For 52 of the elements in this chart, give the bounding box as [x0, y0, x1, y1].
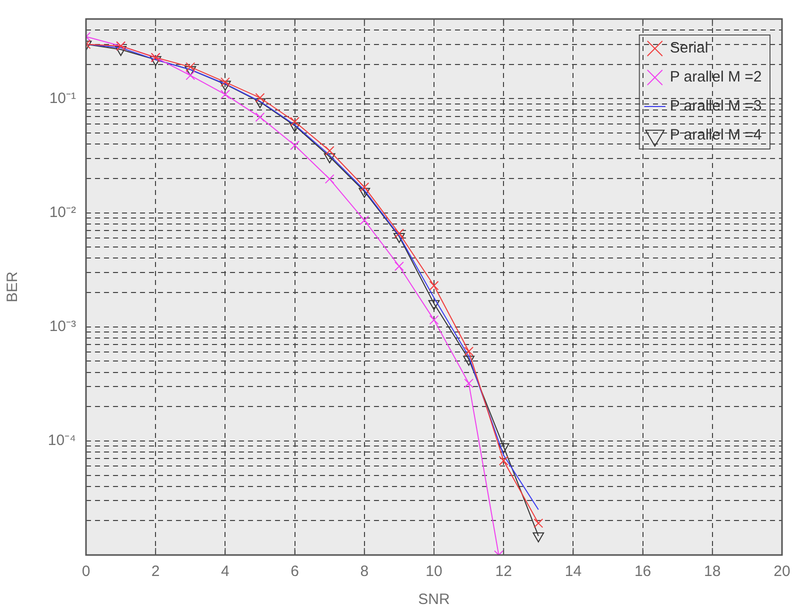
point: [150, 56, 162, 66]
point: [394, 232, 405, 243]
point: [394, 228, 404, 238]
y-tick-label: 10⁻³: [49, 318, 76, 336]
point: [184, 66, 196, 76]
point: [289, 122, 300, 132]
x-tick-label: 8: [360, 563, 369, 580]
x-tick-label: 14: [564, 563, 582, 580]
point: [324, 146, 334, 156]
point: [220, 80, 231, 91]
x-tick-label: 10: [426, 563, 442, 580]
y-tick-label: 10⁻²: [49, 204, 76, 221]
x-tick-label: 6: [290, 563, 299, 580]
x-tick-label: 4: [221, 563, 230, 580]
point: [220, 77, 230, 87]
point: [498, 443, 510, 454]
point: [358, 188, 370, 198]
y-tick-label: 10⁻⁴: [48, 432, 76, 450]
y-tick-label: 10⁻¹: [49, 90, 76, 107]
point: [532, 532, 544, 542]
point: [186, 70, 196, 80]
point: [290, 140, 300, 150]
legend-label: Serial: [670, 40, 708, 57]
point: [429, 315, 439, 325]
x-tick-label: 12: [495, 563, 512, 580]
point: [290, 116, 300, 126]
point: [254, 98, 266, 108]
point: [360, 216, 370, 226]
x-tick-label: 20: [774, 563, 790, 580]
point: [360, 182, 370, 192]
point: [186, 62, 196, 72]
point: [255, 112, 265, 122]
legend-label: P arallel M =2: [670, 68, 762, 86]
point: [464, 378, 474, 388]
x-tick-label: 2: [151, 563, 160, 580]
point: [428, 300, 440, 310]
point: [463, 356, 474, 366]
x-tick-label: 16: [634, 563, 652, 580]
point: [429, 280, 439, 290]
point: [464, 346, 474, 356]
point: [255, 93, 265, 102]
x-axis-title: SNR: [418, 591, 450, 608]
point: [220, 90, 230, 100]
x-tick-label: 18: [704, 563, 721, 580]
point: [534, 518, 544, 528]
point: [324, 153, 336, 164]
point: [324, 174, 334, 184]
y-axis-title: BER: [4, 271, 22, 302]
point: [498, 456, 508, 466]
point: [115, 46, 126, 56]
x-tick-label: 0: [82, 563, 90, 580]
point: [394, 262, 404, 271]
